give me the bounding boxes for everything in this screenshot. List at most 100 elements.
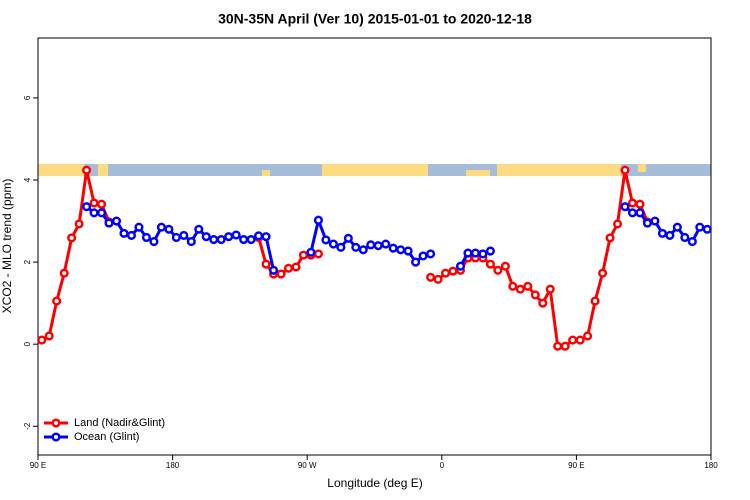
data-point [82, 165, 92, 175]
data-point [523, 281, 533, 291]
data-point [508, 281, 518, 291]
land-strip [322, 164, 428, 176]
legend-label: Ocean (Glint) [74, 431, 139, 443]
data-point [500, 261, 510, 271]
data-point [52, 296, 62, 306]
data-point [366, 240, 376, 250]
data-point [44, 331, 54, 341]
data-point [538, 298, 548, 308]
data-point [283, 263, 294, 273]
data-point [343, 233, 353, 243]
data-point [74, 219, 84, 229]
data-point [179, 230, 189, 240]
data-point [545, 284, 555, 294]
data-point [381, 239, 391, 249]
data-point [239, 234, 249, 245]
data-point [463, 248, 473, 258]
data-point [351, 242, 361, 252]
legend-marker [51, 432, 61, 442]
data-point [448, 266, 458, 276]
data-point [291, 262, 301, 272]
data-point [426, 272, 436, 282]
data-point [635, 208, 645, 218]
data-point [37, 335, 47, 345]
y-axis-label: XCO2 - MLO trend (ppm) [0, 179, 14, 314]
series-line [41, 169, 649, 348]
land-strip [638, 164, 646, 172]
data-point [440, 268, 451, 278]
data-point [149, 237, 159, 247]
data-point [530, 290, 540, 300]
land-strip [262, 170, 270, 176]
data-point [605, 233, 615, 243]
y-tick-label: 2 [23, 259, 32, 264]
data-point [321, 235, 331, 245]
data-point [119, 228, 129, 238]
data-point [336, 242, 346, 252]
land-ocean-strip [38, 164, 711, 176]
data-point [156, 222, 166, 232]
data-point [89, 208, 99, 218]
data-point [485, 246, 495, 256]
data-point [141, 232, 151, 243]
data-point [478, 249, 488, 259]
land-strip [38, 164, 84, 176]
data-point [665, 230, 675, 240]
data-point [433, 274, 443, 284]
data-point [583, 331, 593, 341]
data-point [246, 234, 256, 245]
data-point [426, 249, 436, 259]
data-point [642, 218, 652, 228]
data-point [650, 216, 660, 226]
data-point [82, 202, 92, 212]
y-tick-label: 0 [23, 341, 32, 346]
data-point [598, 268, 608, 278]
data-point [680, 232, 690, 243]
data-point [515, 284, 525, 294]
data-point [194, 224, 204, 234]
data-point [620, 202, 630, 212]
y-tick-label: -2 [23, 422, 32, 430]
data-point [358, 245, 368, 255]
data-point [171, 232, 181, 243]
data-point [67, 233, 77, 243]
land-strip [466, 170, 490, 176]
land-strip [497, 164, 621, 176]
data-point [224, 232, 234, 242]
data-point [164, 224, 174, 234]
data-point [126, 230, 137, 240]
data-point [612, 219, 623, 229]
legend-marker [51, 418, 61, 428]
data-point [635, 199, 645, 209]
x-tick-label: 180 [704, 461, 718, 470]
data-point [493, 265, 503, 275]
data-point [201, 232, 211, 242]
x-tick-label: 0 [440, 461, 445, 470]
x-tick-label: 180 [166, 461, 180, 470]
data-point [657, 228, 667, 238]
data-point [231, 230, 241, 240]
data-point [111, 216, 122, 226]
y-tick-label: 6 [23, 95, 32, 100]
data-point [97, 208, 107, 218]
data-point [261, 259, 271, 269]
data-point [687, 237, 697, 247]
land-strip [98, 164, 108, 176]
data-point [306, 247, 316, 257]
data-point [553, 341, 563, 351]
data-point [134, 222, 144, 232]
x-tick-label: 90 E [568, 461, 584, 470]
data-point [97, 199, 107, 209]
data-point [403, 246, 413, 256]
data-point [186, 237, 196, 247]
chart-title: 30N-35N April (Ver 10) 2015-01-01 to 202… [218, 11, 532, 27]
data-point [298, 250, 309, 260]
data-point [328, 239, 338, 249]
data-point [568, 335, 578, 345]
data-point [313, 249, 323, 259]
data-point [695, 222, 705, 232]
data-point [418, 251, 428, 261]
legend-label: Land (Nadir&Glint) [74, 417, 165, 429]
data-point [627, 198, 638, 208]
data-point [672, 222, 682, 232]
